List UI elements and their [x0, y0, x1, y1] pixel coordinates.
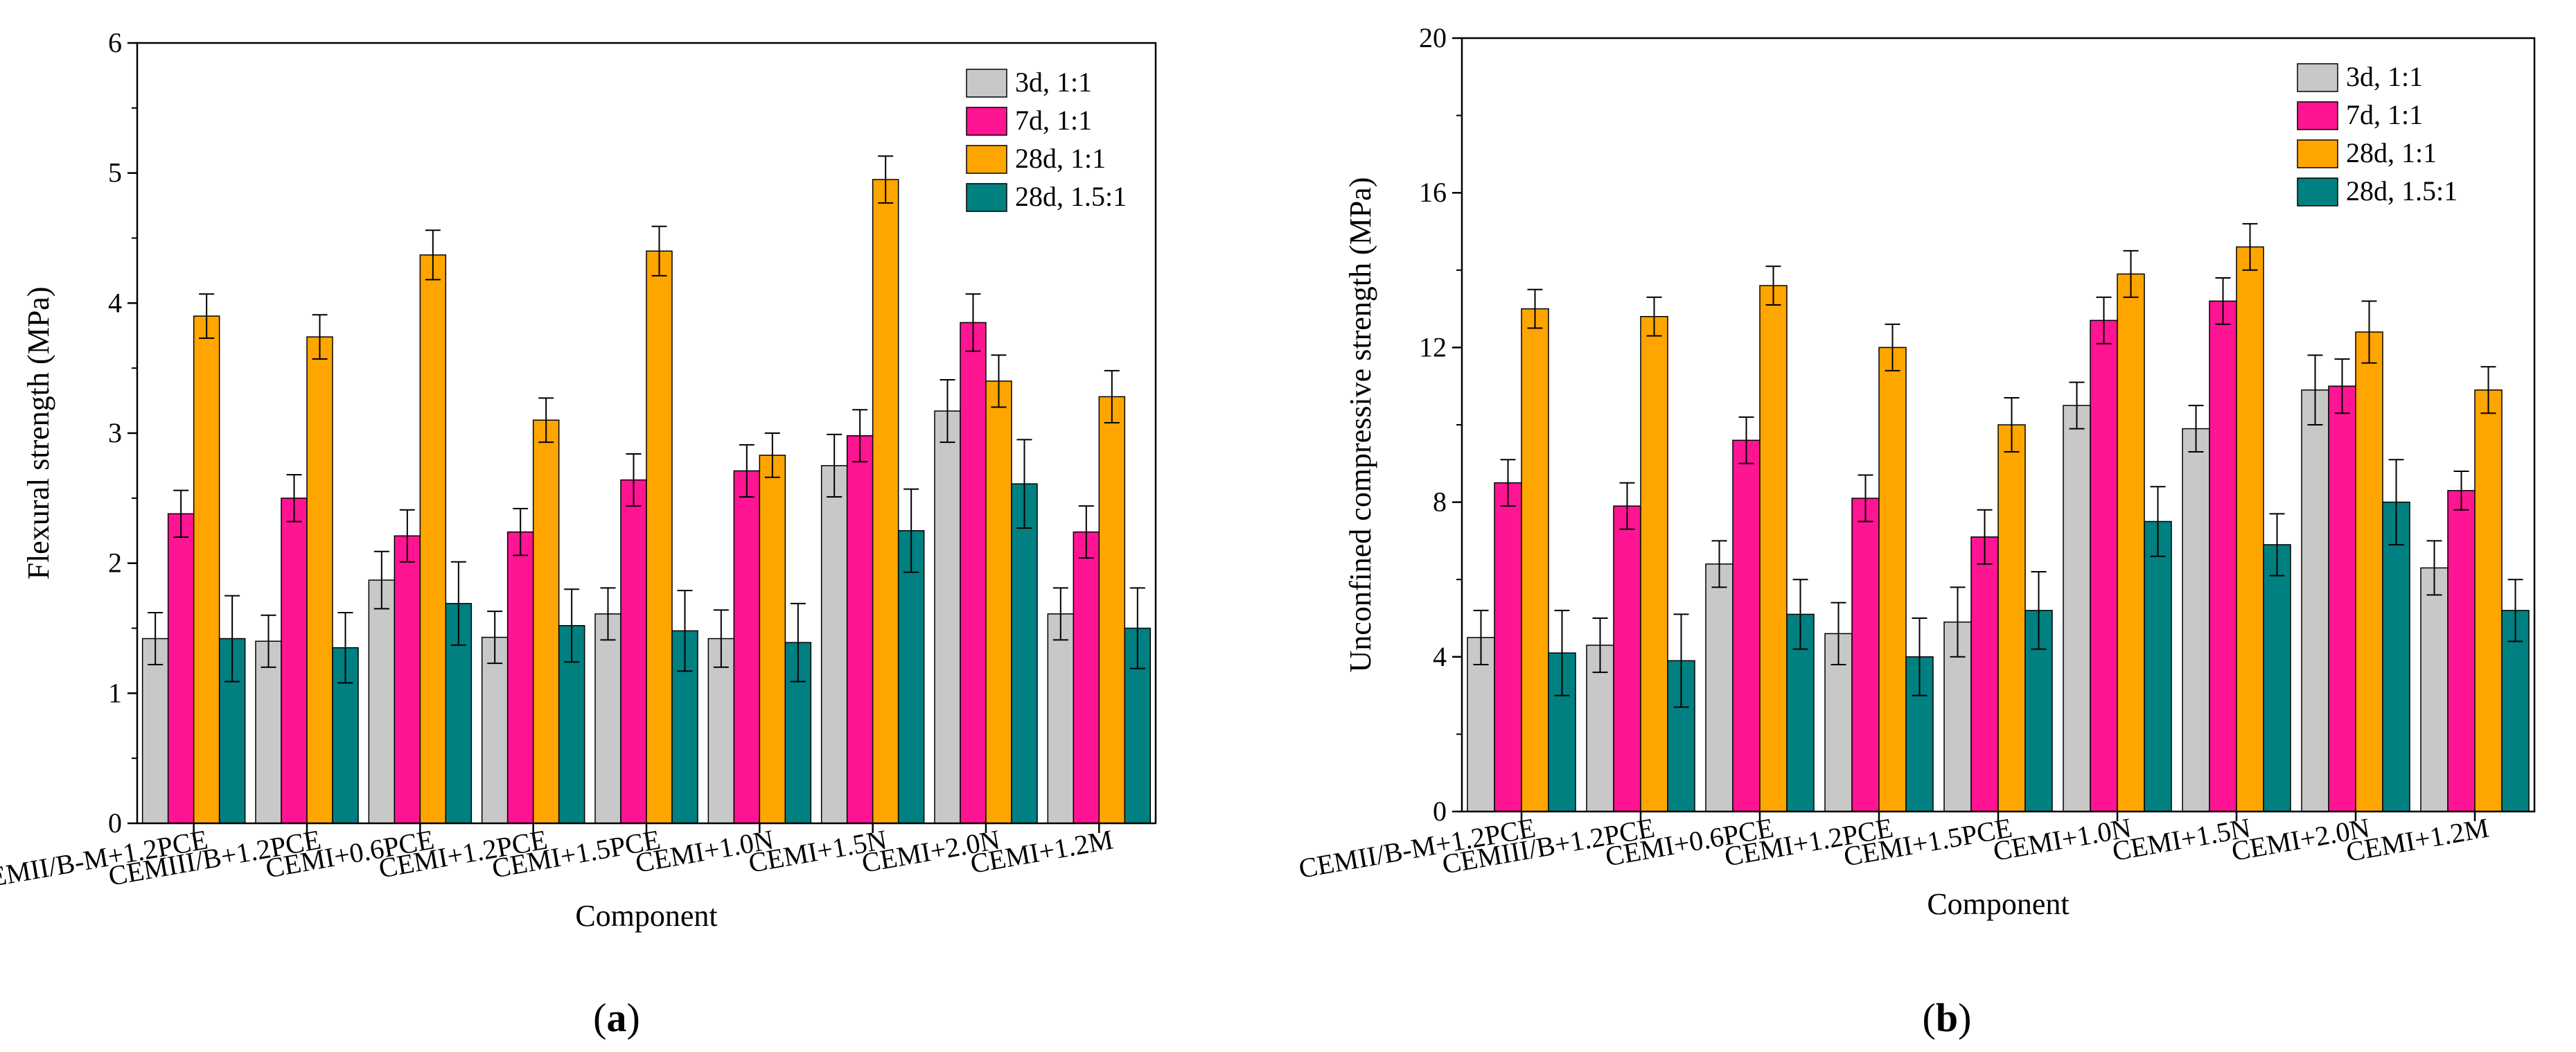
- bar-1-1-0: [1494, 482, 1522, 812]
- legend-label-1-3: 28d, 1.5:1: [2346, 175, 2458, 207]
- ytick-label-0-6: 6: [108, 27, 122, 58]
- bar-1-1-6: [2209, 300, 2237, 812]
- bar-0-0-6: [820, 465, 848, 824]
- bar-0-1-2: [394, 535, 421, 824]
- legend-label-0-1: 7d, 1:1: [1015, 105, 1092, 136]
- bar-1-2-1: [1640, 316, 1668, 812]
- bar-1-3-5: [2144, 520, 2172, 812]
- ytick-label-1-3: 12: [1419, 331, 1447, 362]
- x-axis-title-0: Component: [575, 899, 717, 933]
- bar-0-1-1: [281, 498, 308, 824]
- ytick-label-0-4: 4: [108, 287, 122, 318]
- bar-1-0-7: [2301, 389, 2329, 812]
- legend-swatch-0-2: [966, 145, 1007, 174]
- bar-0-1-6: [846, 435, 874, 824]
- bar-1-1-7: [2328, 385, 2356, 812]
- bar-0-0-0: [141, 638, 169, 824]
- bar-0-2-8: [1098, 396, 1126, 824]
- bar-1-0-5: [2063, 405, 2091, 812]
- bar-0-1-0: [167, 513, 195, 824]
- bar-0-1-8: [1073, 531, 1100, 824]
- bar-1-2-5: [2117, 273, 2145, 812]
- bar-1-3-6: [2263, 544, 2291, 812]
- legend-label-1-2: 28d, 1:1: [2346, 137, 2437, 168]
- ytick-label-0-5: 5: [108, 157, 122, 189]
- bar-0-0-4: [594, 613, 621, 824]
- bar-1-2-2: [1759, 285, 1788, 812]
- chart-b: 048121620CEMII/B-M+1.2PCECEMIII/B+1.2PCE…: [1296, 22, 2536, 921]
- legend-label-1-1: 7d, 1:1: [2346, 99, 2423, 130]
- legend-label-0-0: 3d, 1:1: [1015, 67, 1092, 98]
- bar-1-3-7: [2382, 501, 2410, 812]
- bar-1-0-2: [1705, 563, 1733, 812]
- bar-0-0-2: [368, 579, 396, 824]
- legend-swatch-1-0: [2297, 63, 2338, 92]
- legend-swatch-1-2: [2297, 139, 2338, 168]
- bar-0-0-3: [481, 636, 509, 824]
- ytick-label-0-1: 1: [108, 677, 122, 708]
- bar-1-2-4: [1997, 424, 2026, 812]
- legend-label-0-2: 28d, 1:1: [1015, 143, 1106, 174]
- legend-swatch-0-0: [966, 69, 1007, 98]
- bar-1-1-5: [2090, 319, 2118, 812]
- bar-1-0-8: [2420, 567, 2449, 812]
- ytick-label-0-0: 0: [108, 807, 122, 839]
- ytick-label-1-5: 20: [1419, 22, 1447, 53]
- y-axis-title-0: Flexural strength (MPa): [21, 287, 55, 580]
- bar-1-0-6: [2182, 428, 2210, 812]
- bar-0-3-6: [897, 530, 925, 824]
- legend-label-1-0: 3d, 1:1: [2346, 61, 2423, 92]
- x-axis-title-1: Component: [1927, 887, 2069, 921]
- bar-1-3-8: [2501, 610, 2530, 812]
- ytick-label-0-3: 3: [108, 417, 122, 448]
- bar-1-1-3: [1851, 498, 1880, 812]
- bar-0-1-4: [620, 479, 647, 824]
- bar-1-2-3: [1878, 347, 1907, 812]
- bar-0-1-3: [506, 531, 534, 824]
- bar-0-0-8: [1047, 613, 1075, 824]
- bar-1-2-6: [2236, 246, 2264, 812]
- legend-swatch-1-3: [2297, 177, 2338, 207]
- bar-0-0-1: [255, 640, 282, 824]
- bar-0-2-5: [759, 455, 786, 824]
- bar-1-1-4: [1970, 536, 1999, 812]
- bar-0-2-6: [872, 179, 899, 824]
- bar-0-2-1: [306, 336, 333, 824]
- caption-b: (b): [1923, 995, 1972, 1040]
- legend-swatch-0-1: [966, 107, 1007, 136]
- bar-1-1-2: [1732, 439, 1761, 812]
- legend-label-0-3: 28d, 1.5:1: [1015, 181, 1127, 212]
- bar-0-1-5: [733, 470, 761, 824]
- caption-a: (a): [593, 995, 640, 1040]
- bar-1-2-7: [2355, 331, 2383, 812]
- ytick-label-0-2: 2: [108, 547, 122, 579]
- bar-0-2-3: [532, 419, 560, 824]
- bar-1-1-1: [1613, 505, 1641, 812]
- y-axis-title-1: Unconfined compressive strength (MPa): [1343, 177, 1377, 673]
- chart-a: 0123456CEMII/B-M+1.2PCECEMIII/B+1.2PCECE…: [0, 27, 1157, 933]
- bar-0-1-7: [960, 322, 987, 824]
- bar-0-3-7: [1011, 483, 1038, 824]
- ytick-label-1-1: 4: [1433, 641, 1447, 672]
- bar-0-2-0: [193, 315, 220, 824]
- bar-0-2-4: [646, 250, 673, 824]
- bar-0-0-5: [707, 638, 735, 824]
- bar-0-2-2: [419, 254, 447, 824]
- ytick-label-1-0: 0: [1433, 796, 1447, 827]
- bar-1-1-8: [2447, 490, 2476, 812]
- bar-1-2-8: [2474, 389, 2503, 812]
- legend-swatch-1-1: [2297, 101, 2338, 130]
- ytick-label-1-2: 8: [1433, 486, 1447, 518]
- ytick-label-1-4: 16: [1419, 177, 1447, 208]
- legend-swatch-0-3: [966, 183, 1007, 212]
- bar-1-2-0: [1521, 308, 1549, 812]
- bar-0-2-7: [985, 380, 1012, 824]
- bar-0-0-7: [934, 410, 961, 824]
